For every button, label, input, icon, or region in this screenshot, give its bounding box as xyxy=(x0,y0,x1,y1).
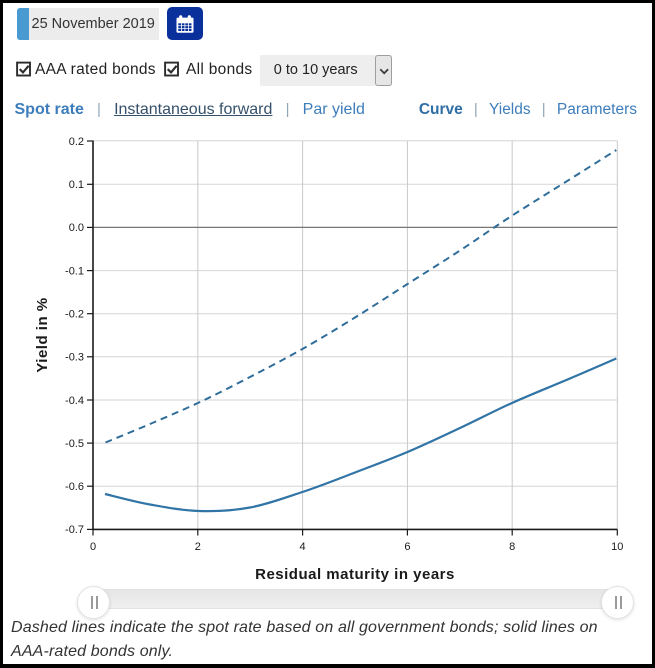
svg-text:-0.7: -0.7 xyxy=(65,524,84,536)
svg-text:-0.3: -0.3 xyxy=(65,352,84,364)
svg-text:0.0: 0.0 xyxy=(69,222,84,234)
svg-text:-0.5: -0.5 xyxy=(65,438,84,450)
svg-text:-0.2: -0.2 xyxy=(65,309,84,321)
svg-text:4: 4 xyxy=(300,541,306,553)
svg-text:8: 8 xyxy=(509,541,515,553)
svg-text:Residual maturity in years: Residual maturity in years xyxy=(255,566,455,583)
svg-text:-0.4: -0.4 xyxy=(65,395,84,407)
svg-text:-0.6: -0.6 xyxy=(65,481,84,493)
svg-text:2: 2 xyxy=(195,541,201,553)
svg-text:0.2: 0.2 xyxy=(69,136,84,148)
svg-text:10: 10 xyxy=(611,541,623,553)
svg-text:-0.1: -0.1 xyxy=(65,265,84,277)
svg-text:Yield in %: Yield in % xyxy=(34,297,51,372)
svg-text:0.1: 0.1 xyxy=(69,179,84,191)
svg-text:6: 6 xyxy=(404,541,410,553)
svg-text:0: 0 xyxy=(90,541,96,553)
